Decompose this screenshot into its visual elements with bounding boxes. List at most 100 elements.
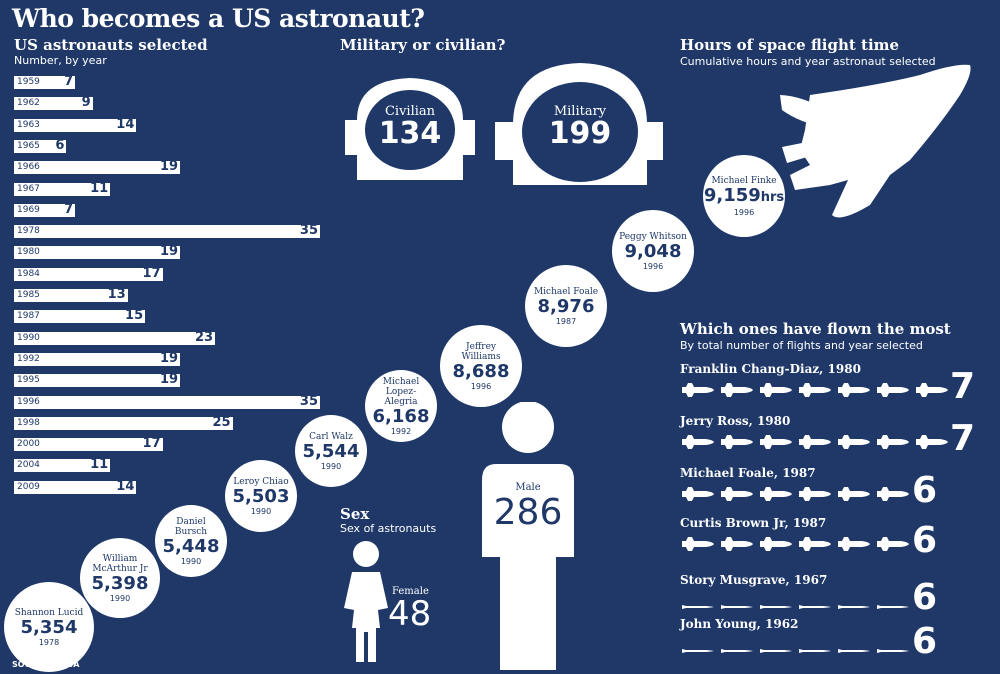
bar-year-label: 1967 bbox=[17, 183, 40, 194]
shuttle-icon bbox=[914, 380, 948, 404]
astronaut-name: Jeffrey Williams bbox=[461, 341, 501, 362]
selected-subheading: Number, by year bbox=[14, 54, 107, 67]
shuttle-icon bbox=[758, 432, 792, 456]
bar-1984: 1984 17 bbox=[14, 265, 163, 281]
astronaut-name: Michael Lopez-Alegria bbox=[382, 376, 420, 407]
selection-year: 1996 bbox=[470, 381, 492, 391]
flown-astronaut-name: Franklin Chang-Diaz, 1980 bbox=[680, 362, 861, 376]
shuttle-icon bbox=[758, 484, 792, 508]
shuttle-icon bbox=[758, 534, 792, 558]
shuttle-icon bbox=[797, 484, 831, 508]
shuttle-icon bbox=[758, 380, 792, 404]
flight-hours: 5,448 bbox=[162, 535, 220, 557]
shuttle-icon bbox=[680, 534, 714, 558]
bar-value-label: 19 bbox=[160, 372, 179, 388]
hours-unit: hrs bbox=[760, 189, 785, 205]
female-value: 48 bbox=[388, 594, 432, 634]
flight-count: 6 bbox=[912, 621, 938, 662]
shuttle-icon bbox=[875, 432, 909, 456]
hours-circle: Michael Finke 9,159hrs 1996 bbox=[703, 155, 785, 237]
flight-hours: 5,544 bbox=[302, 440, 360, 462]
shuttle-icon bbox=[875, 380, 909, 404]
rocket-icon bbox=[680, 641, 714, 660]
rocket-icon bbox=[719, 597, 753, 616]
bar-1967: 1967 11 bbox=[14, 180, 111, 196]
sex-heading: Sex bbox=[340, 505, 370, 523]
shuttle-icon bbox=[680, 432, 714, 456]
astronaut-name: Leroy Chiao bbox=[233, 476, 289, 487]
flown-subheading: By total number of flights and year sele… bbox=[680, 339, 923, 352]
rocket-icon bbox=[797, 641, 831, 660]
hours-circle: William McArthur Jr 5,398 1990 bbox=[80, 538, 160, 618]
bar-1969: 1969 7 bbox=[14, 201, 76, 217]
bar-value-label: 9 bbox=[81, 95, 91, 111]
flight-hours: 5,503 bbox=[232, 485, 290, 507]
bar-value-label: 11 bbox=[90, 180, 109, 196]
male-figure-icon bbox=[482, 402, 574, 670]
bar-year-label: 1995 bbox=[17, 375, 40, 386]
bar-1990: 1990 23 bbox=[14, 329, 216, 345]
source-note: SOURCE: NASA bbox=[12, 660, 80, 669]
bar-year-label: 1980 bbox=[17, 247, 40, 258]
rocket-icon bbox=[719, 641, 753, 660]
bar-value-label: 17 bbox=[142, 265, 161, 281]
selection-year: 1978 bbox=[38, 637, 60, 647]
male-label: Male bbox=[515, 482, 541, 493]
shuttle-icon bbox=[836, 432, 870, 456]
flight-hours: 9,048 bbox=[624, 240, 682, 262]
selection-year: 1990 bbox=[109, 593, 131, 603]
astronaut-name: Peggy Whitson bbox=[619, 231, 687, 242]
rocket-icon bbox=[875, 641, 909, 660]
bar-value-label: 7 bbox=[64, 201, 74, 217]
hours-circle: Michael Foale 8,976 1987 bbox=[525, 265, 607, 347]
civilian-label: Civilian bbox=[384, 104, 436, 119]
hours-circle: Peggy Whitson 9,048 1996 bbox=[612, 210, 694, 292]
selected-heading: US astronauts selected bbox=[14, 36, 208, 54]
shuttle-icon bbox=[875, 534, 909, 558]
shuttle-icon bbox=[719, 432, 753, 456]
bar-1985: 1985 13 bbox=[14, 287, 128, 302]
flight-hours: 5,354 bbox=[20, 616, 78, 638]
flight-hours: 6,168 bbox=[372, 405, 430, 427]
page-title: Who becomes a US astronaut? bbox=[12, 4, 425, 33]
bar-value-label: 7 bbox=[64, 74, 74, 89]
bar-1965: 1965 6 bbox=[14, 138, 67, 153]
military-helmet-icon bbox=[495, 63, 663, 185]
astronaut-name: Michael Finke bbox=[711, 175, 777, 186]
military-value: 199 bbox=[548, 116, 612, 151]
selection-year: 1996 bbox=[733, 207, 755, 217]
helmets-graphic bbox=[345, 63, 663, 185]
hours-circle: Michael Lopez-Alegria 6,168 1992 bbox=[365, 370, 437, 442]
flown-astronaut-name: Curtis Brown Jr, 1987 bbox=[680, 516, 827, 530]
military-label: Military bbox=[553, 104, 607, 119]
selection-year: 1990 bbox=[320, 461, 342, 471]
hours-circle: Leroy Chiao 5,503 1990 bbox=[225, 460, 297, 532]
bar-year-label: 1963 bbox=[17, 119, 40, 130]
male-value: 286 bbox=[493, 492, 563, 533]
bar-year-label: 1985 bbox=[17, 290, 40, 300]
hours-circle: Jeffrey Williams 8,688 1996 bbox=[440, 325, 522, 407]
bar-value-label: 13 bbox=[107, 287, 126, 302]
bar-2000: 2000 17 bbox=[14, 436, 163, 452]
bar-1980: 1980 19 bbox=[14, 244, 181, 260]
space-shuttle-icon bbox=[780, 64, 971, 218]
shuttle-icon bbox=[797, 432, 831, 456]
bar-1963: 1963 14 bbox=[14, 117, 137, 132]
bar-year-label: 1990 bbox=[17, 332, 40, 343]
selection-year: 1996 bbox=[642, 261, 664, 271]
flight-count: 7 bbox=[950, 366, 976, 407]
astronaut-name: Michael Foale bbox=[533, 286, 599, 297]
bar-1962: 1962 9 bbox=[14, 95, 93, 111]
bar-year-label: 2000 bbox=[17, 439, 40, 450]
bar-year-label: 1996 bbox=[17, 396, 40, 407]
rocket-icon bbox=[797, 597, 831, 616]
selection-year: 1990 bbox=[180, 556, 202, 566]
bar-value-label: 19 bbox=[160, 244, 179, 260]
hours-circle: Carl Walz 5,544 1990 bbox=[295, 415, 367, 487]
bar-year-label: 1959 bbox=[17, 77, 40, 87]
bar-value-label: 23 bbox=[194, 329, 214, 345]
bar-year-label: 1992 bbox=[17, 353, 40, 364]
rocket-icon bbox=[836, 597, 870, 616]
rocket-icon bbox=[875, 597, 909, 616]
civilian-helmet-icon bbox=[345, 78, 475, 180]
